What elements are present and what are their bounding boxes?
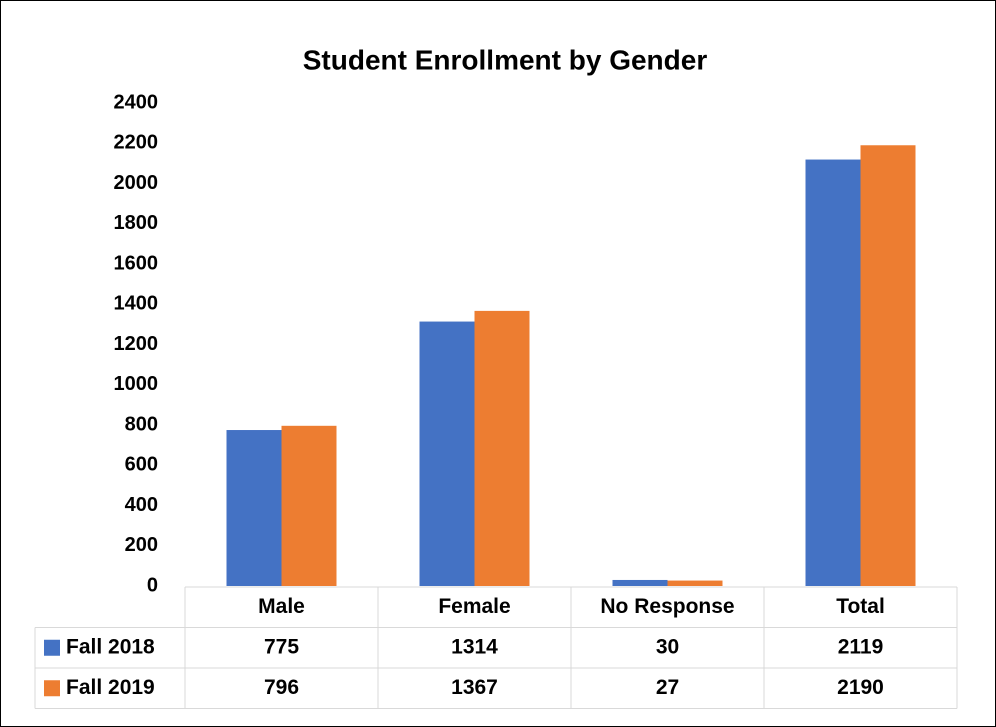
bar [805, 159, 861, 586]
y-tick-label: 2400 [114, 91, 159, 113]
y-tick-label: 1200 [114, 333, 159, 355]
table-value: 2119 [838, 635, 884, 658]
y-tick-label: 2200 [114, 132, 159, 154]
y-tick-label: 200 [125, 534, 158, 556]
legend-key [44, 639, 60, 656]
chart-title: Student Enrollment by Gender [303, 44, 708, 75]
y-tick-label: 0 [147, 574, 158, 596]
x-tick-label: No Response [600, 595, 734, 618]
y-tick-label: 1600 [114, 252, 159, 274]
y-tick-label: 400 [125, 494, 158, 516]
y-tick-label: 1800 [114, 212, 159, 234]
bar [612, 579, 668, 586]
y-tick-label: 1400 [114, 293, 159, 315]
legend-key [44, 680, 60, 697]
bar [281, 425, 337, 586]
bar [419, 321, 475, 586]
table-value: 1367 [451, 676, 498, 699]
table-value: 27 [656, 676, 679, 699]
y-tick-label: 2000 [114, 172, 159, 194]
bar [474, 310, 530, 586]
table-value: 796 [264, 676, 299, 699]
x-tick-label: Male [258, 595, 305, 618]
legend-label: Fall 2018 [66, 635, 155, 658]
bar [226, 430, 282, 586]
table-value: 30 [656, 635, 679, 658]
x-tick-label: Female [438, 595, 510, 618]
x-tick-label: Total [836, 595, 885, 618]
bar [667, 580, 723, 586]
y-tick-label: 1000 [114, 373, 159, 395]
legend-label: Fall 2019 [66, 676, 155, 699]
table-value: 1314 [451, 635, 498, 658]
table-value: 775 [264, 635, 299, 658]
table-value: 2190 [837, 676, 884, 699]
y-tick-label: 600 [125, 454, 158, 476]
y-tick-label: 800 [125, 413, 158, 435]
bar [860, 145, 916, 586]
